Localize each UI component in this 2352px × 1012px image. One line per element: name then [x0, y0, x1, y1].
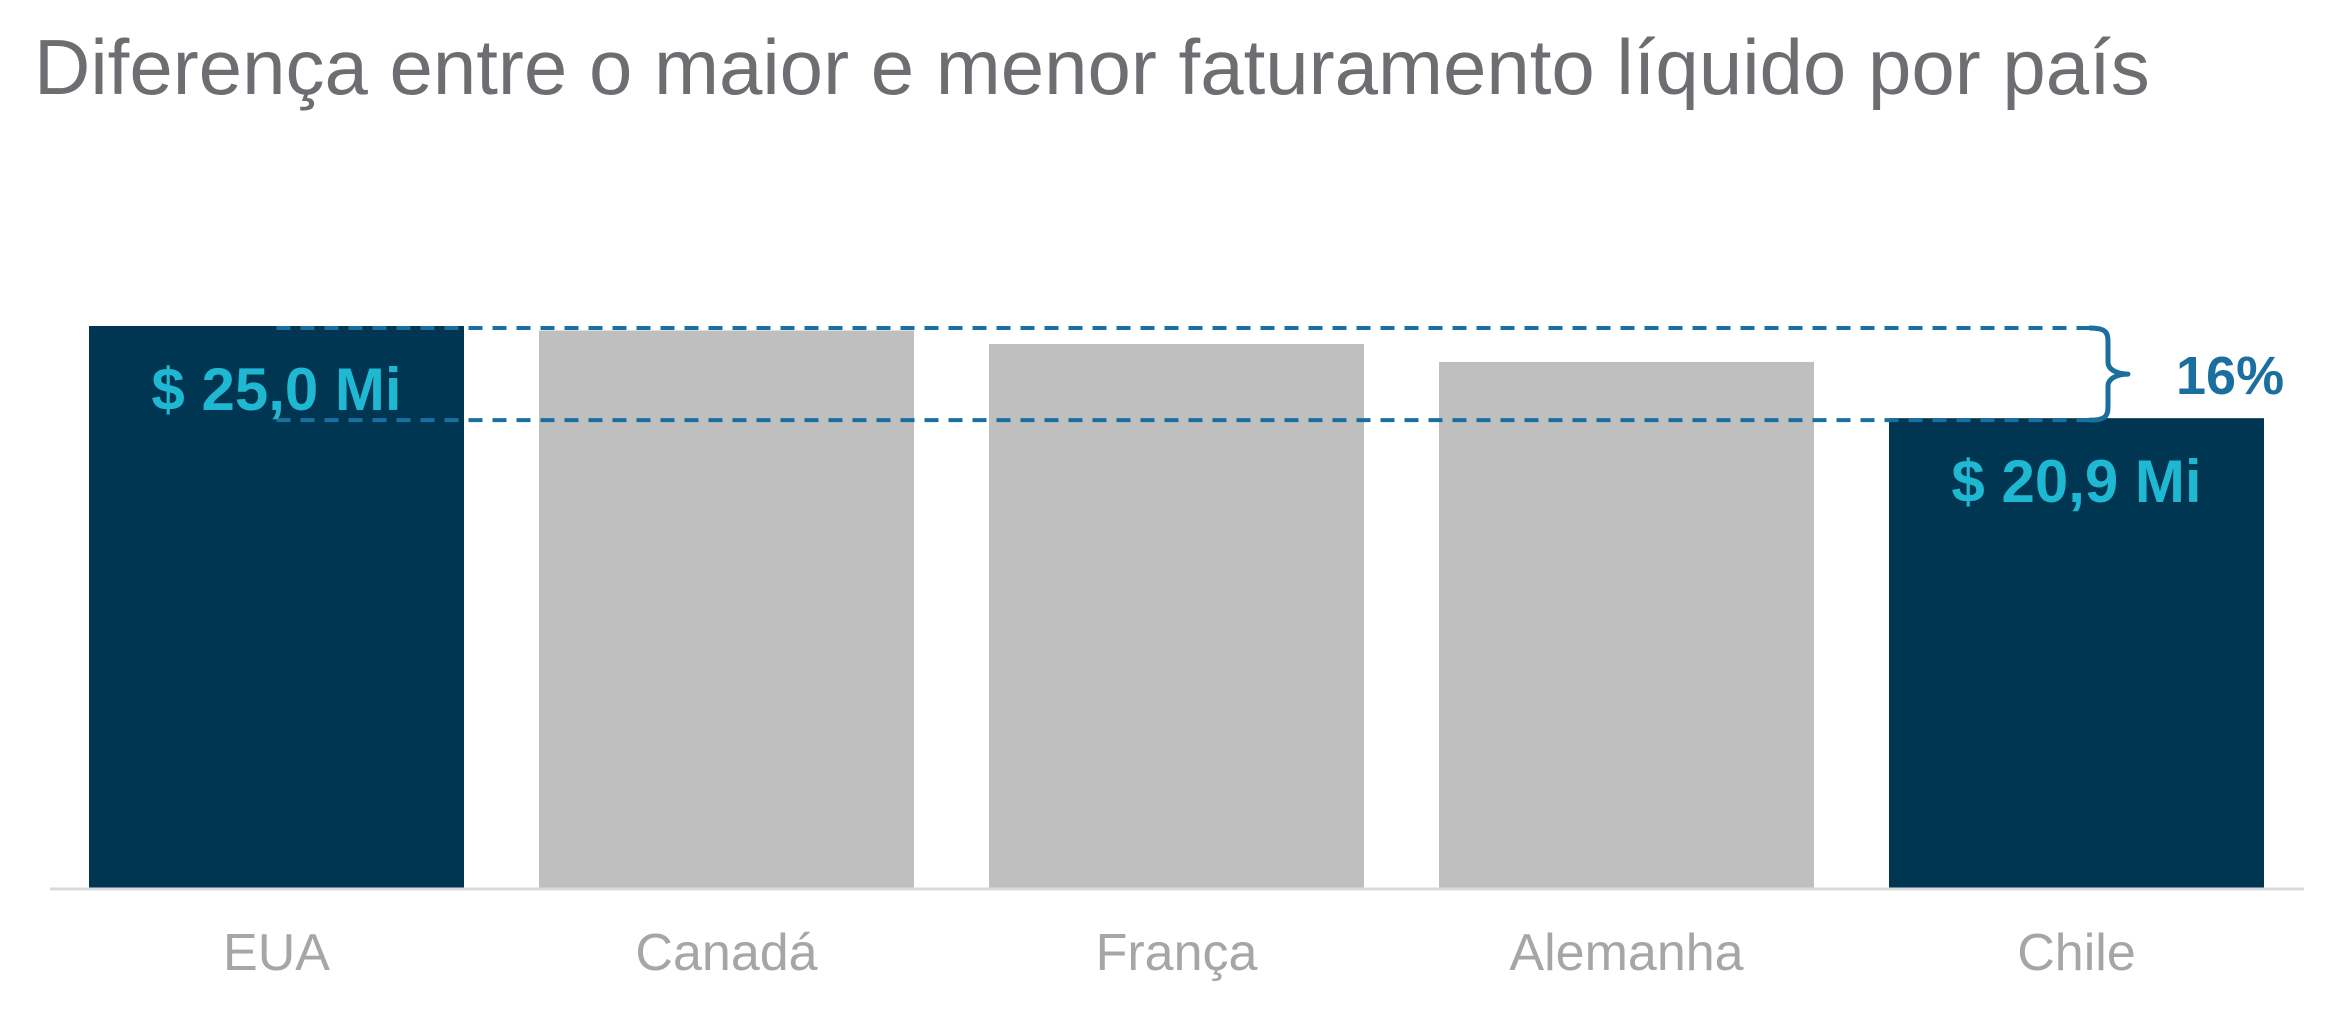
value-labels: $ 25,0 Mi $ 20,9 Mi	[151, 356, 2201, 515]
x-tick-label-franca: França	[1096, 924, 1258, 982]
bar-chile	[1889, 418, 2264, 888]
difference-brace	[2087, 325, 2131, 423]
chart-title: Diferença entre o maior e menor faturame…	[34, 23, 2150, 111]
x-tick-label-eua: EUA	[223, 924, 330, 982]
difference-percent-label: 16%	[2176, 346, 2284, 406]
x-tick-label-canada: Canadá	[635, 924, 817, 982]
bar-franca	[989, 343, 1364, 888]
value-label-eua: $ 25,0 Mi	[151, 356, 401, 423]
difference-annotation: 16%	[276, 325, 2284, 423]
x-tick-label-alemanha: Alemanha	[1509, 924, 1743, 982]
bar-alemanha	[1439, 361, 1814, 888]
bars-layer	[89, 326, 2264, 889]
value-label-chile: $ 20,9 Mi	[1951, 448, 2201, 515]
x-tick-labels: EUA Canadá França Alemanha Chile	[223, 924, 2136, 982]
x-tick-label-chile: Chile	[2017, 924, 2136, 982]
bar-canada	[539, 330, 914, 889]
